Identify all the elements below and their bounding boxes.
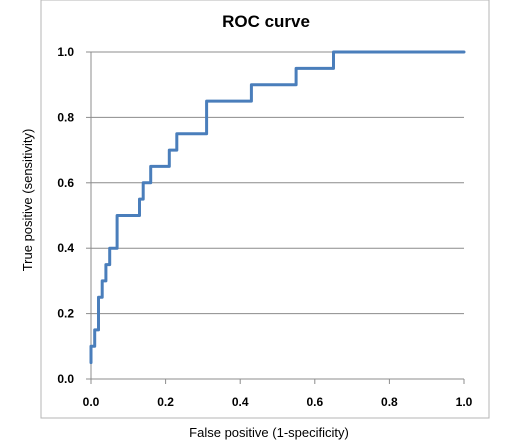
y-tick-label: 0.4: [57, 241, 74, 255]
x-tick-label: 0.2: [157, 395, 174, 409]
y-tick-label: 1.0: [57, 45, 74, 59]
y-tick-label: 0.0: [57, 372, 74, 386]
roc-curve-line: [89, 50, 466, 365]
series-layer: [89, 50, 466, 365]
x-tick-label: 0.0: [83, 395, 100, 409]
chart-title: ROC curve: [222, 12, 310, 31]
axes: [86, 51, 465, 384]
x-tick-label: 0.4: [232, 395, 249, 409]
x-tick-label: 0.6: [306, 395, 323, 409]
y-tick-label: 0.6: [57, 176, 74, 190]
x-tick-label: 0.8: [381, 395, 398, 409]
y-tick-label: 0.2: [57, 307, 74, 321]
x-tick-label: 1.0: [456, 395, 473, 409]
x-tick-labels: 0.0 0.2 0.4 0.6 0.8 1.0: [83, 395, 473, 409]
x-axis-label: False positive (1-specificity): [189, 425, 349, 440]
chart-frame: [40, 0, 490, 419]
y-axis-label: True positive (sensitivity): [20, 129, 35, 272]
y-tick-label: 0.8: [57, 110, 74, 124]
y-tick-labels: 0.0 0.2 0.4 0.6 0.8 1.0: [57, 45, 74, 386]
